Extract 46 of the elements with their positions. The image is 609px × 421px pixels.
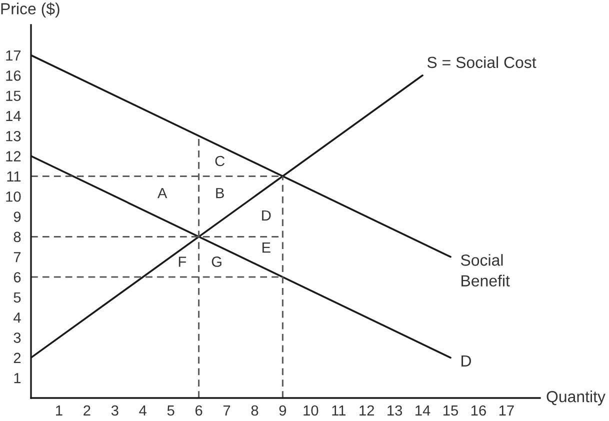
y-tick-label: 6 [14,272,21,282]
x-tick-label: 9 [279,405,286,416]
annotation: C [215,156,225,166]
x-tick-label: 2 [84,405,90,416]
y-tick-label: 9 [14,212,21,222]
y-tick-label: 13 [6,130,21,142]
y-tick-label: 12 [6,151,21,162]
series-label: D [462,355,471,366]
y-tick-label: 5 [14,292,21,303]
y-tick-label: 1 [14,373,21,384]
y-tick-label: 17 [6,50,21,61]
y-axis-title: Price ($) [1,2,60,18]
annotation: A [157,188,168,198]
y-tick-label: 2 [14,352,21,363]
y-tick-label: 3 [14,332,21,343]
x-axis-title: Quantity [546,390,606,406]
series-label: Social Benefit [460,254,510,286]
x-tick-label: 5 [167,405,174,416]
x-tick-label: 3 [111,405,118,416]
x-tick-label: 8 [251,405,258,416]
y-tick-label: 14 [6,110,21,122]
x-tick-label: 15 [444,405,458,416]
annotation: E [262,242,270,253]
x-tick-label: 14 [416,405,430,416]
y-tick-label: 10 [6,191,21,202]
x-tick-label: 6 [195,405,202,416]
x-tick-label: 12 [360,405,374,416]
x-tick-label: 17 [499,405,514,416]
x-tick-label: 10 [304,405,318,416]
y-tick-label: 8 [14,232,21,242]
x-tick-label: 1 [56,405,62,416]
x-tick-label: 16 [471,405,486,416]
y-tick-label: 7 [14,252,21,262]
y-tick-label: 15 [6,90,21,101]
annotation: D [262,210,271,220]
x-tick-label: 13 [388,405,402,416]
x-tick-label: 11 [332,405,346,416]
x-tick-label: 4 [139,405,146,416]
annotation: F [178,256,186,267]
annotation: G [212,256,222,267]
y-tick-label: 11 [7,171,21,182]
y-tick-label: 4 [14,312,21,323]
y-tick-label: 16 [6,70,21,81]
x-tick-label: 7 [223,405,230,416]
series-label: S = Social Cost [427,56,536,68]
annotation: B [216,188,224,198]
